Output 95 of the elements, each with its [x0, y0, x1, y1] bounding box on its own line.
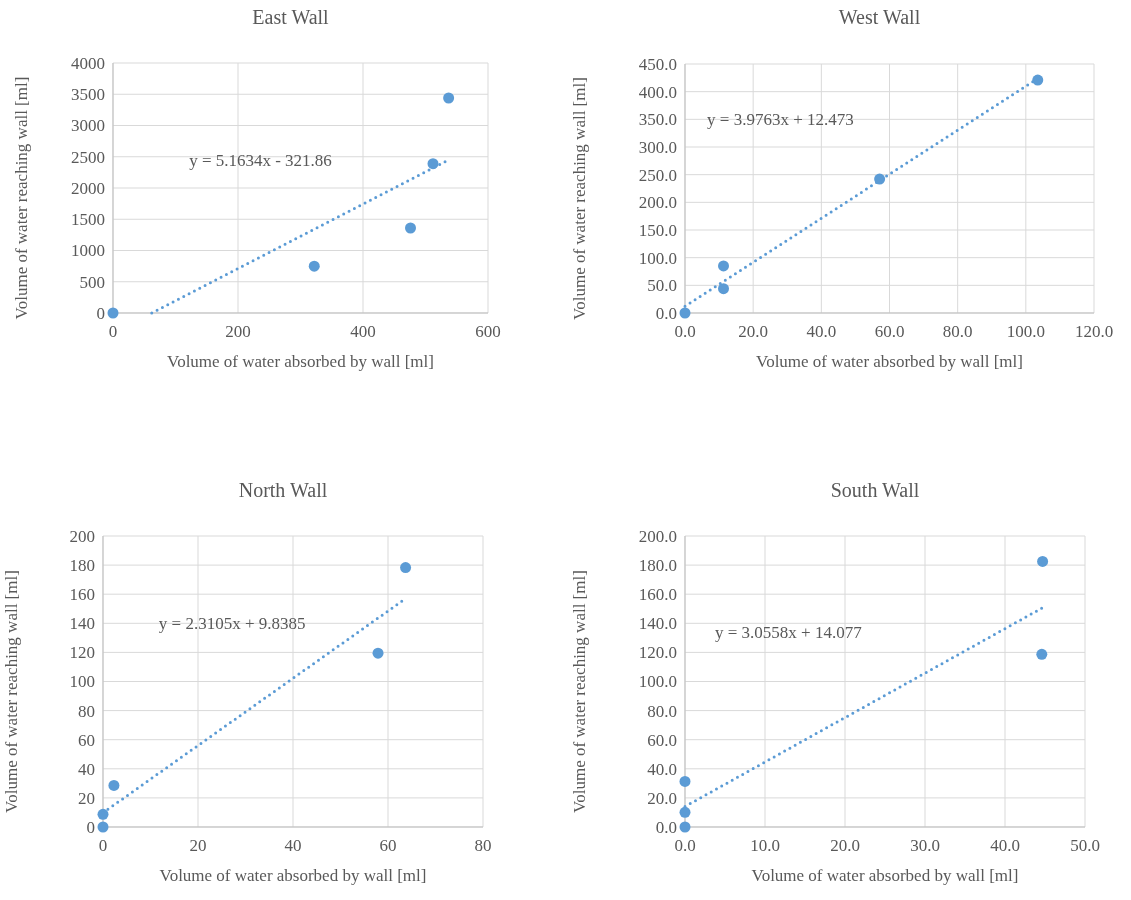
y-tick-label: 200.0 — [638, 526, 677, 546]
x-tick-label: 30.0 — [910, 836, 940, 855]
annotation: y = 5.1634x - 321.86 — [189, 151, 332, 171]
x-tick-label: 0.0 — [674, 836, 696, 855]
chart-title: West Wall — [838, 6, 921, 28]
y-tick-label: 160 — [69, 585, 95, 605]
y-tick-label: 160.0 — [638, 585, 677, 605]
y-tick-label: 3500 — [71, 85, 105, 105]
chart-title: North Wall — [238, 479, 328, 501]
y-axis-title: Volume of water reaching wall [ml] — [570, 570, 589, 813]
y-tick-label: 80 — [78, 701, 95, 721]
y-tick-label: 100.0 — [638, 672, 677, 692]
x-axis-title: Volume of water absorbed by wall [ml] — [167, 352, 434, 371]
x-tick-label: 40.0 — [990, 836, 1020, 855]
y-axis-title: Volume of water reaching wall [ml] — [570, 77, 589, 320]
y-tick-label: 0 — [96, 303, 105, 323]
x-tick-label: 60.0 — [874, 322, 905, 341]
y-tick-label: 0.0 — [655, 817, 677, 837]
y-tick-label: 40.0 — [647, 759, 677, 779]
x-axis-title: Volume of water absorbed by wall [ml] — [756, 352, 1023, 371]
x-tick-label: 0 — [108, 322, 118, 341]
chart-title: East Wall — [252, 6, 330, 28]
point — [97, 808, 109, 820]
annotation: y = 3.0558x + 14.077 — [715, 622, 863, 642]
annotation: y = 2.3105x + 9.8385 — [158, 614, 306, 634]
y-axis-title: Volume of water reaching wall [ml] — [2, 570, 21, 813]
point — [405, 222, 416, 234]
point — [372, 647, 384, 659]
y-tick-label: 150.0 — [638, 220, 677, 240]
point — [718, 283, 730, 295]
y-tick-label: 250.0 — [638, 165, 677, 185]
x-tick-label: 120.0 — [1074, 322, 1114, 341]
point — [108, 779, 120, 791]
x-axis-title: Volume of water absorbed by wall [ml] — [159, 866, 427, 885]
y-tick-label: 120.0 — [638, 643, 677, 663]
y-tick-label: 0.0 — [655, 303, 677, 323]
y-tick-label: 20 — [78, 788, 95, 808]
y-tick-label: 350.0 — [638, 110, 677, 130]
y-tick-label: 80.0 — [647, 701, 677, 721]
y-tick-label: 20.0 — [647, 788, 677, 808]
point — [679, 307, 691, 319]
y-tick-label: 200.0 — [638, 193, 677, 213]
y-axis-title: Volume of water reaching wall [ml] — [12, 76, 31, 320]
y-tick-label: 1500 — [71, 210, 105, 230]
y-tick-label: 180 — [69, 556, 95, 576]
x-tick-label: 80 — [474, 836, 492, 855]
y-tick-label: 0 — [86, 817, 95, 837]
y-tick-label: 4000 — [71, 53, 105, 73]
y-tick-label: 50.0 — [647, 276, 677, 296]
x-tick-label: 100.0 — [1006, 322, 1045, 341]
point — [308, 260, 320, 272]
y-tick-label: 500 — [79, 272, 105, 292]
x-tick-label: 80.0 — [942, 322, 973, 341]
y-tick-label: 2500 — [71, 147, 105, 167]
x-tick-label: 200 — [225, 322, 251, 341]
x-tick-label: 20 — [189, 836, 207, 855]
point — [679, 821, 691, 833]
x-tick-label: 400 — [350, 322, 376, 341]
y-tick-label: 1000 — [71, 241, 105, 261]
x-tick-label: 0.0 — [674, 322, 696, 341]
y-tick-label: 140 — [69, 614, 95, 634]
point — [400, 562, 412, 574]
y-tick-label: 100.0 — [638, 248, 677, 268]
y-tick-label: 450.0 — [638, 54, 677, 74]
point — [1036, 648, 1048, 660]
x-tick-label: 600 — [475, 322, 501, 341]
y-tick-label: 60.0 — [647, 730, 677, 750]
point — [679, 775, 691, 787]
x-tick-label: 10.0 — [750, 836, 780, 855]
y-tick-label: 60 — [78, 730, 95, 750]
y-tick-label: 2000 — [71, 178, 105, 198]
point — [97, 821, 109, 833]
annotation: y = 3.9763x + 12.473 — [707, 109, 854, 129]
y-tick-label: 400.0 — [638, 82, 677, 102]
y-tick-label: 140.0 — [638, 614, 677, 634]
y-tick-label: 200 — [69, 526, 95, 546]
x-tick-label: 20.0 — [830, 836, 860, 855]
x-tick-label: 40 — [284, 836, 302, 855]
point — [1037, 555, 1049, 567]
x-tick-label: 20.0 — [738, 322, 769, 341]
y-tick-label: 120 — [69, 643, 95, 663]
point — [107, 307, 119, 319]
point — [718, 260, 730, 272]
x-tick-label: 60 — [379, 836, 397, 855]
y-tick-label: 3000 — [71, 116, 105, 136]
y-tick-label: 40 — [78, 759, 95, 779]
y-tick-label: 100 — [69, 672, 95, 692]
y-tick-label: 180.0 — [638, 556, 677, 576]
chart-title: South Wall — [830, 479, 920, 501]
x-tick-label: 40.0 — [806, 322, 837, 341]
x-tick-label: 50.0 — [1070, 836, 1100, 855]
y-tick-label: 300.0 — [638, 137, 677, 157]
point — [443, 92, 455, 104]
x-axis-title: Volume of water absorbed by wall [ml] — [751, 866, 1019, 885]
point — [679, 806, 691, 818]
